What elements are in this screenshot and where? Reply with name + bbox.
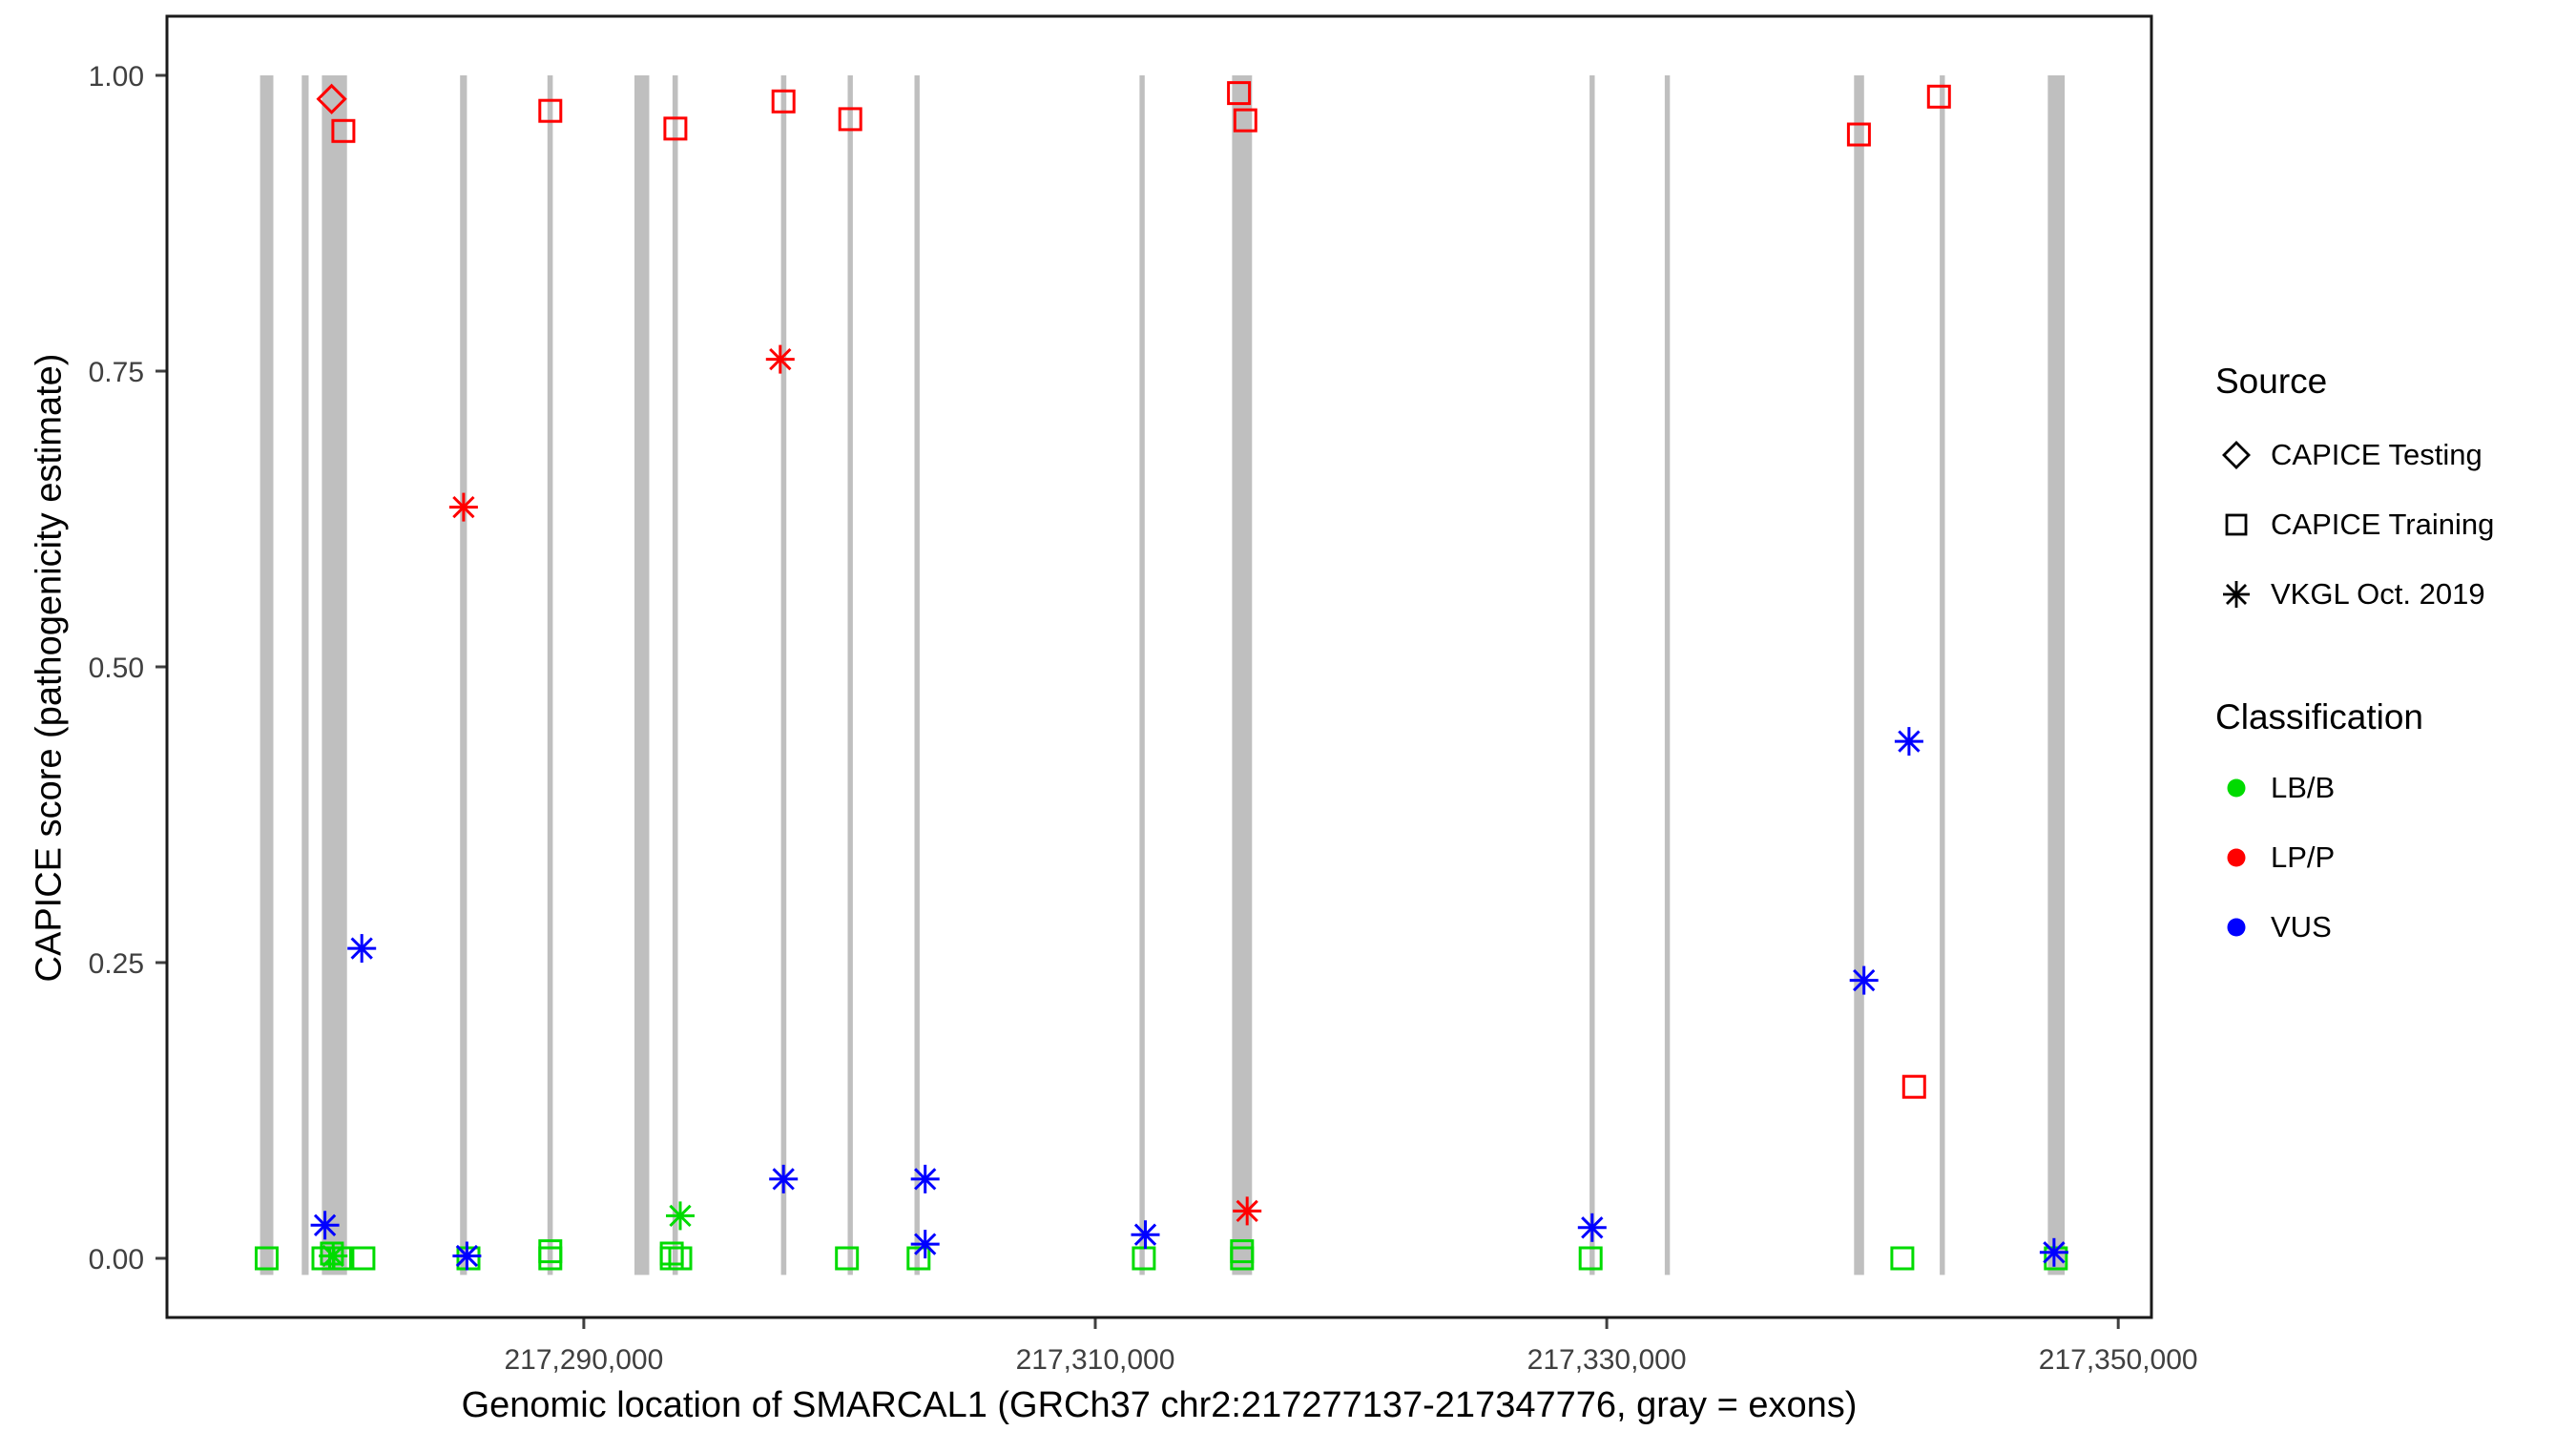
data-point: [319, 1241, 348, 1271]
data-point: [1233, 1196, 1262, 1226]
data-point: [538, 1246, 563, 1271]
data-point: [1926, 84, 1951, 109]
x-axis-tick-label: 217,350,000: [2039, 1344, 2198, 1376]
legend-item-label: VKGL Oct. 2019: [2271, 576, 2485, 611]
legend: Source CAPICE Testing CAPICE Training VK…: [2215, 361, 2494, 962]
data-point: [1846, 122, 1871, 147]
data-point: [448, 492, 478, 522]
y-axis-title: CAPICE score (pathogenicity estimate): [29, 353, 70, 983]
data-point: [452, 1241, 482, 1271]
data-point: [456, 1246, 481, 1271]
legend-source-title: Source: [2215, 362, 2328, 401]
data-point: [1578, 1246, 1603, 1271]
legend-item-capice-training: CAPICE Training: [2215, 489, 2494, 559]
data-point: [659, 1246, 684, 1271]
x-axis-tick-label: 217,330,000: [1527, 1344, 1687, 1376]
panel-border: [165, 14, 2153, 1319]
data-point: [347, 934, 377, 964]
exon-bar: [322, 75, 347, 1275]
circle-icon: [2227, 848, 2246, 866]
circle-icon: [2227, 778, 2246, 797]
exon-bar: [301, 75, 309, 1275]
y-axis-tick-label: 0.75: [89, 357, 144, 388]
legend-item-label: VUS: [2271, 909, 2332, 944]
data-point: [316, 83, 347, 114]
exon-bar: [1940, 75, 1945, 1275]
data-point: [769, 1164, 799, 1193]
data-point: [1227, 81, 1252, 106]
data-point: [838, 107, 862, 132]
legend-item-label: CAPICE Training: [2271, 507, 2495, 541]
y-axis-tick-label: 1.00: [89, 61, 144, 93]
diamond-icon: [2222, 440, 2251, 469]
x-axis-tick-label: 217,290,000: [504, 1344, 663, 1376]
data-point: [255, 1246, 279, 1271]
y-axis-tick-label: 0.00: [89, 1244, 144, 1275]
data-point: [331, 118, 356, 143]
exon-bar: [1589, 75, 1595, 1275]
exon-bar: [547, 75, 553, 1275]
legend-item-label: LP/P: [2271, 840, 2336, 874]
data-point: [668, 1246, 693, 1271]
data-point: [1894, 727, 1923, 757]
data-point: [538, 98, 563, 123]
legend-item-vus: VUS: [2215, 892, 2494, 962]
data-point: [1849, 965, 1879, 995]
data-point: [1132, 1246, 1156, 1271]
legend-item-lpp: LP/P: [2215, 822, 2494, 892]
y-axis-tick-label: 0.25: [89, 948, 144, 980]
data-point: [1233, 108, 1257, 133]
data-point: [910, 1164, 940, 1193]
legend-item-vkgl: VKGL Oct. 2019: [2215, 559, 2494, 629]
legend-item-label: CAPICE Testing: [2271, 437, 2483, 471]
legend-item-capice-testing: CAPICE Testing: [2215, 420, 2494, 489]
exon-bar: [2047, 75, 2066, 1275]
data-point: [771, 89, 796, 114]
data-point: [906, 1246, 931, 1271]
data-point: [1230, 1246, 1255, 1271]
data-point: [765, 344, 795, 374]
data-point: [659, 1241, 684, 1266]
data-point: [1890, 1246, 1915, 1271]
data-point: [910, 1230, 940, 1259]
data-point: [310, 1211, 340, 1240]
x-axis-tick-label: 217,310,000: [1016, 1344, 1175, 1376]
data-point: [2039, 1237, 2068, 1267]
exon-bar: [780, 75, 787, 1275]
exon-bar: [1232, 75, 1253, 1275]
legend-classification-title: Classification: [2215, 697, 2423, 736]
legend-item-label: LB/B: [2271, 770, 2336, 804]
data-point: [2044, 1246, 2068, 1271]
exon-bar: [672, 75, 678, 1275]
square-icon: [2225, 513, 2248, 535]
legend-item-lbb: LB/B: [2215, 753, 2494, 822]
exon-bar: [1139, 75, 1145, 1275]
exon-bar: [260, 75, 274, 1275]
exon-bar: [1854, 75, 1864, 1275]
data-point: [666, 1201, 695, 1231]
x-axis-title: Genomic location of SMARCAL1 (GRCh37 chr…: [461, 1385, 1858, 1425]
exon-bar: [460, 75, 467, 1275]
data-point: [663, 116, 688, 141]
data-point: [1901, 1074, 1926, 1099]
data-point: [351, 1246, 376, 1271]
data-point: [1131, 1220, 1160, 1250]
asterisk-icon: [2223, 580, 2250, 608]
exon-bar: [847, 75, 853, 1275]
exon-bar: [1664, 75, 1671, 1275]
exon-bar: [914, 75, 920, 1275]
circle-icon: [2227, 918, 2246, 936]
exon-bar: [634, 75, 650, 1275]
data-point: [835, 1246, 860, 1271]
y-axis-tick-label: 0.50: [89, 653, 144, 684]
data-point: [1577, 1213, 1607, 1242]
